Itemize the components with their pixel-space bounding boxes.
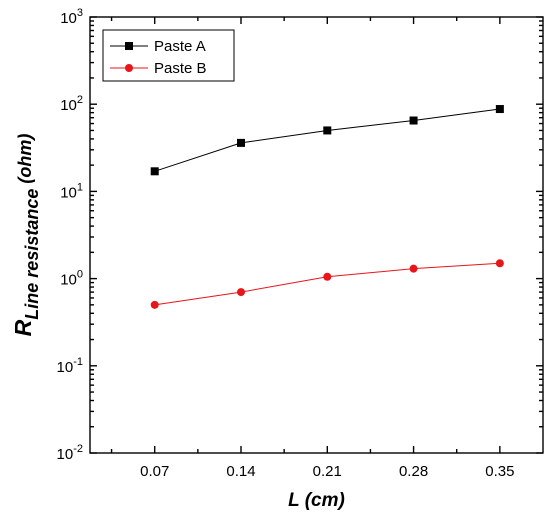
y-tick-base: 10 bbox=[60, 10, 77, 27]
series-line-1 bbox=[154, 108, 500, 172]
y-axis-title-suffix: (ohm) bbox=[15, 134, 35, 189]
y-tick-exponent: 2 bbox=[77, 94, 83, 106]
y-tick-exponent: 1 bbox=[77, 181, 83, 193]
y-tick-label: 103 bbox=[60, 7, 83, 27]
y-tick-base: 10 bbox=[60, 272, 77, 289]
legend-label: Paste A bbox=[154, 38, 206, 55]
y-tick-exponent: -1 bbox=[73, 356, 83, 368]
y-tick-label: 10-2 bbox=[57, 443, 83, 463]
y-axis-title-main: R bbox=[10, 319, 36, 336]
x-tick-label: 0.14 bbox=[226, 463, 255, 480]
y-axis-title: RLine resistance (ohm) bbox=[10, 134, 42, 337]
legend-marker bbox=[125, 64, 133, 72]
y-tick-exponent: -2 bbox=[73, 443, 83, 455]
y-tick-exponent: 0 bbox=[77, 269, 83, 281]
plot-border bbox=[89, 16, 544, 454]
y-tick-label: 102 bbox=[60, 94, 83, 114]
y-axis-title-subscript: Line resistance bbox=[22, 189, 42, 320]
data-point bbox=[323, 272, 332, 281]
data-point bbox=[495, 259, 504, 268]
legend-marker bbox=[125, 42, 133, 50]
series-layer bbox=[150, 105, 504, 309]
x-tick-label: 0.21 bbox=[313, 463, 342, 480]
y-tick-label: 10-1 bbox=[57, 356, 83, 376]
legend-label: Paste B bbox=[154, 60, 207, 77]
data-point bbox=[237, 288, 245, 297]
x-axis: 0.07 0.14 0.21 0.28 0.35 bbox=[110, 17, 514, 480]
series-line-2 bbox=[154, 262, 500, 306]
x-tick-label: 0.35 bbox=[485, 463, 514, 480]
y-tick-base: 10 bbox=[60, 184, 77, 201]
y-tick-exponent: 3 bbox=[77, 7, 83, 19]
y-tick-base: 10 bbox=[57, 359, 74, 376]
x-tick-label: 0.28 bbox=[399, 463, 428, 480]
data-point bbox=[150, 300, 159, 309]
y-tick-label: 100 bbox=[60, 269, 83, 289]
x-axis-title: L (cm) bbox=[288, 490, 345, 511]
y-tick-label: 101 bbox=[60, 181, 83, 201]
data-point bbox=[495, 105, 504, 114]
plot-area bbox=[89, 16, 544, 454]
data-point bbox=[323, 126, 332, 135]
y-tick-base: 10 bbox=[57, 446, 74, 463]
x-tick-label: 0.07 bbox=[140, 463, 169, 480]
legend-box bbox=[102, 29, 235, 82]
legend: Paste A Paste B bbox=[102, 29, 235, 82]
y-tick-base: 10 bbox=[60, 97, 77, 114]
data-point bbox=[409, 116, 418, 125]
data-point bbox=[237, 138, 245, 147]
data-point bbox=[150, 167, 159, 176]
data-point bbox=[409, 264, 418, 273]
